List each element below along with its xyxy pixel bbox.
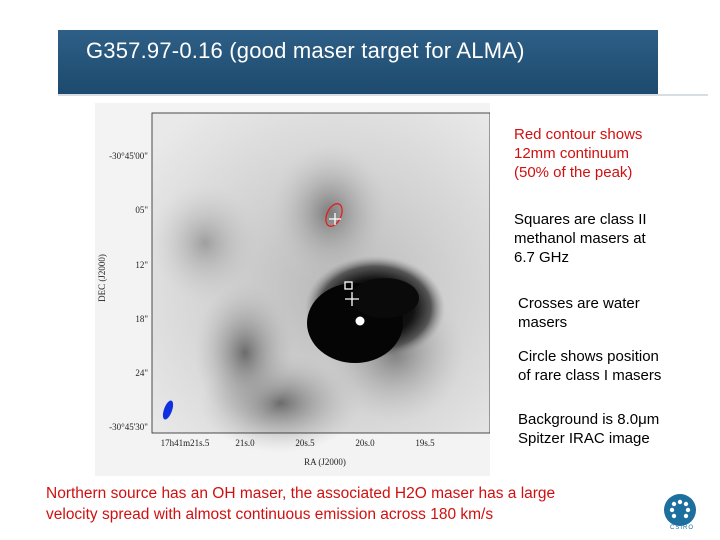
csiro-logo-icon bbox=[664, 494, 696, 526]
red-contour bbox=[325, 203, 343, 227]
nw-glow bbox=[150, 183, 260, 303]
y-axis-label: DEC (J2000) bbox=[97, 254, 107, 302]
axes-frame bbox=[151, 112, 490, 434]
water-maser-cross bbox=[345, 292, 359, 306]
y-tick-3: 18" bbox=[135, 314, 148, 324]
class-i-maser-circle bbox=[355, 316, 365, 326]
logo-label: CSIRO bbox=[669, 525, 694, 531]
y-tick-2: 12" bbox=[135, 260, 148, 270]
title-divider bbox=[58, 94, 708, 96]
northern-glow bbox=[270, 143, 390, 283]
y-tick-5: -30°45'30" bbox=[109, 422, 148, 432]
figure-svg: -30°45'00" 05" 12" 18" 24" -30°45'30" 17… bbox=[95, 103, 490, 476]
y-tick-4: 24" bbox=[135, 368, 148, 378]
central-core-east bbox=[351, 278, 419, 318]
note-squares: Squares are class II methanol masers at … bbox=[514, 211, 647, 266]
x-tick-3: 20s.0 bbox=[355, 438, 375, 448]
methanol-maser-square bbox=[344, 281, 353, 290]
slide-title: G357.97-0.16 (good maser target for ALMA… bbox=[86, 38, 525, 63]
x-tick-1: 21s.0 bbox=[235, 438, 255, 448]
x-tick-4: 19s.5 bbox=[415, 438, 435, 448]
note-crosses: Crosses are water masers bbox=[518, 295, 640, 331]
maser-figure: -30°45'00" 05" 12" 18" 24" -30°45'30" 17… bbox=[55, 103, 490, 476]
note-background: Background is 8.0μm Spitzer IRAC image bbox=[518, 411, 660, 447]
beam-ellipse bbox=[162, 400, 174, 420]
western-filament bbox=[195, 283, 295, 423]
x-tick-2: 20s.5 bbox=[295, 438, 315, 448]
bottom-caption: Northern source has an OH maser, the ass… bbox=[46, 485, 556, 523]
water-maser-cross-north bbox=[329, 213, 341, 225]
note-red-contour: Red contour shows 12mm continuum (50% of… bbox=[514, 126, 643, 181]
note-circle: Circle shows position of rare class I ma… bbox=[518, 348, 662, 384]
title-accent-bar bbox=[58, 30, 658, 94]
x-tick-0: 17h41m21s.5 bbox=[161, 438, 210, 448]
y-tick-0: -30°45'00" bbox=[109, 151, 148, 161]
x-axis-label: RA (J2000) bbox=[304, 457, 346, 467]
y-tick-1: 05" bbox=[135, 205, 148, 215]
title-bar: G357.97-0.16 (good maser target for ALMA… bbox=[0, 0, 720, 100]
